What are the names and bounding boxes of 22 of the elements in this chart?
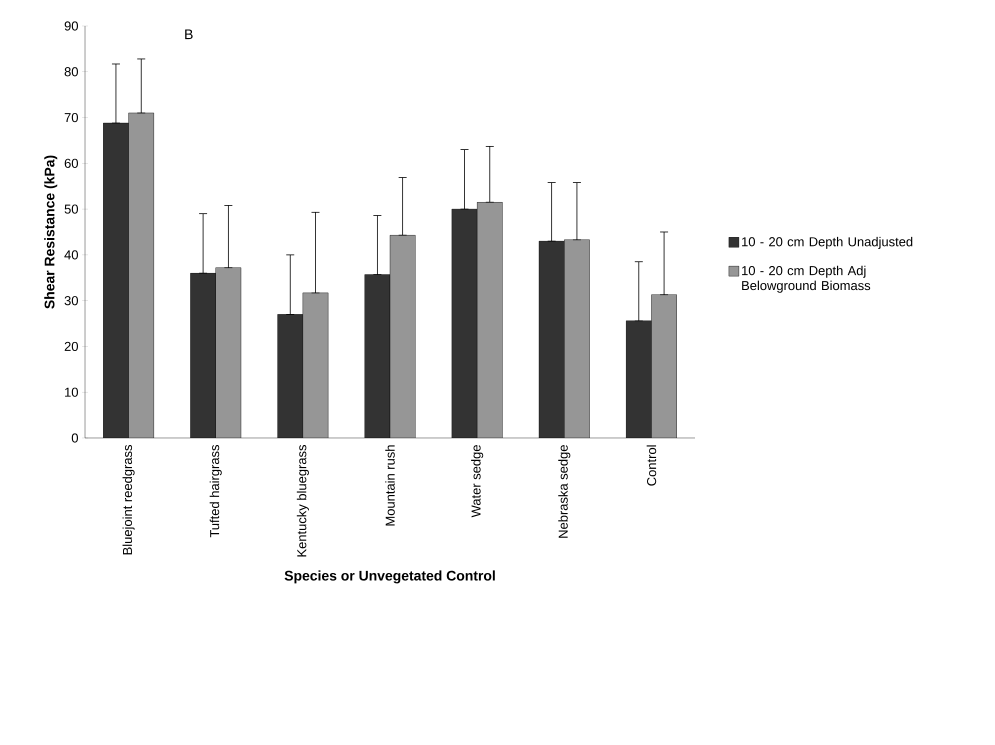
x-tick-label: Tufted hairgrass <box>210 444 222 538</box>
y-tick-label: 70 <box>64 112 78 122</box>
y-tick-label: 90 <box>64 21 78 31</box>
y-tick-label: 50 <box>64 204 78 214</box>
x-tick-label: Mountain rush <box>385 445 395 526</box>
y-tick-label: 60 <box>64 158 78 168</box>
annotation: B <box>185 30 193 40</box>
x-tick-label: Bluejoint reedgrass <box>122 445 135 554</box>
x-axis-title: Species or Unvegetated Control <box>284 570 495 584</box>
y-tick-label: 40 <box>64 250 78 260</box>
legend-label: 10 - 20 cm Depth Adj Belowground Biomass <box>742 266 870 293</box>
y-tick-label: 80 <box>64 67 78 76</box>
y-axis-title: Shear Resistance (kPa) <box>44 156 58 309</box>
x-tick-label: Control <box>646 445 656 486</box>
y-tick-label: 20 <box>64 342 78 352</box>
x-tick-label: Nebraska sedge <box>558 445 570 538</box>
y-tick-label: 0 <box>72 433 78 443</box>
legend-label: 10 - 20 cm Depth Unadjusted <box>742 236 912 249</box>
y-tick-label: 10 <box>65 388 78 397</box>
x-tick-label: Water sedge <box>471 445 484 518</box>
x-tick-label: Kentucky bluegrass <box>296 444 309 556</box>
y-tick-label: 30 <box>64 296 78 306</box>
